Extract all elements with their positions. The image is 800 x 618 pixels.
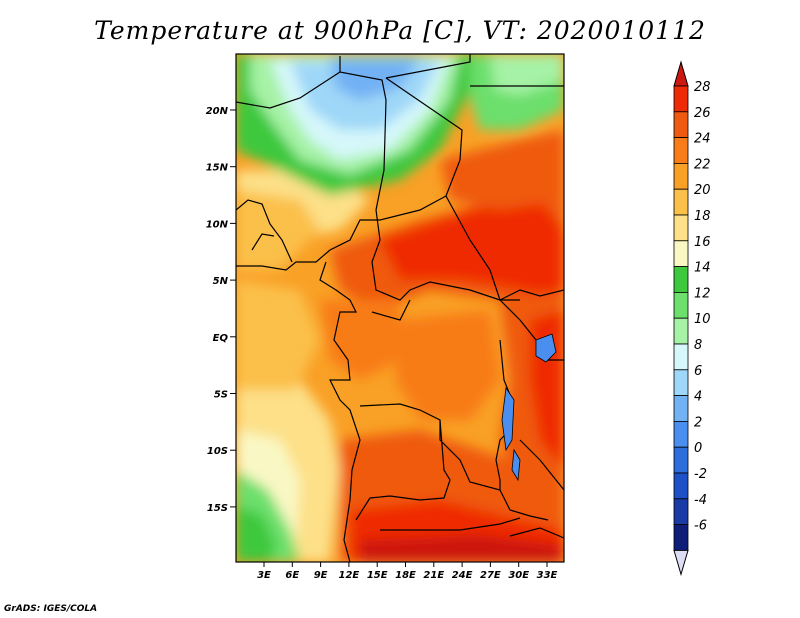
colorbar-swatch (673, 369, 689, 396)
longitude-axis: 3E 6E 9E 12E 15E 18E 21E 24E 27E 30E 33E (257, 562, 558, 581)
colorbar-level-label: -4 (694, 493, 707, 508)
colorbar-top-arrow (673, 60, 689, 87)
colorbar-swatch (673, 266, 689, 293)
lat-tick-label: 5N (213, 276, 229, 287)
grads-credit: GrADS: IGES/COLA (4, 604, 98, 614)
lon-tick-label: 15E (367, 570, 388, 581)
colorbar-level-label: 22 (694, 157, 711, 172)
lon-tick-label: 9E (314, 570, 328, 581)
temperature-field (236, 54, 564, 562)
map-title: Temperature at 900hPa [C], VT: 202001011… (94, 16, 706, 45)
colorbar-swatch (673, 446, 689, 474)
lat-tick-label: 10S (207, 446, 228, 457)
colorbar-swatch (673, 137, 689, 164)
colorbar-swatch (673, 343, 689, 371)
lon-tick-label: 27E (480, 570, 501, 581)
colorbar-swatch (673, 162, 689, 190)
lon-tick-label: 18E (395, 570, 416, 581)
colorbar-level-label: 6 (694, 364, 702, 379)
lat-tick-label: 15S (207, 503, 228, 514)
colorbar-swatch (673, 498, 689, 525)
lon-tick-label: 21E (423, 570, 444, 581)
latitude-axis: 20N 15N 10N 5N EQ 5S 10S 15S (206, 106, 236, 514)
colorbar-level-label: -2 (694, 467, 707, 482)
colorbar-level-label: 16 (694, 235, 711, 250)
lon-tick-label: 33E (537, 570, 558, 581)
lon-tick-label: 6E (285, 570, 299, 581)
colorbar-level-label: 14 (694, 261, 711, 276)
lon-tick-label: 30E (508, 570, 529, 581)
colorbar-bottom-arrow (673, 549, 689, 577)
lat-tick-label: 10N (206, 219, 229, 230)
colorbar-level-label: 24 (694, 132, 711, 147)
colorbar-level-label: 26 (694, 106, 711, 121)
colorbar-swatch (673, 317, 689, 345)
colorbar-swatch (673, 472, 689, 500)
colorbar-level-label: 20 (694, 183, 711, 198)
colorbar-swatch (673, 420, 689, 448)
colorbar-level-label: 2 (694, 415, 702, 430)
lon-tick-label: 3E (257, 570, 271, 581)
lon-tick-label: 12E (339, 570, 360, 581)
colorbar-swatch (673, 85, 689, 113)
colorbar-level-label: 18 (694, 209, 711, 224)
colorbar-swatch (673, 291, 689, 319)
colorbar-swatch (673, 188, 689, 216)
lat-tick-label: 5S (214, 390, 228, 401)
lat-tick-label: 15N (206, 163, 229, 174)
colorbar-level-label: 0 (694, 441, 702, 456)
lon-tick-label: 24E (452, 570, 473, 581)
colorbar-level-label: 12 (694, 286, 711, 301)
lat-tick-label: EQ (213, 333, 229, 344)
colorbar-swatch (673, 111, 689, 139)
colorbar-level-label: 8 (694, 338, 702, 353)
colorbar-swatch (673, 524, 689, 551)
lat-tick-label: 20N (206, 106, 229, 117)
colorbar-level-label: -6 (694, 519, 707, 534)
colorbar-level-label: 10 (694, 312, 711, 327)
map-frame (235, 53, 565, 563)
colorbar-level-label: 4 (694, 390, 702, 405)
colorbar-swatch (673, 240, 689, 268)
colorbar-swatch (673, 214, 689, 242)
colorbar-swatch (673, 395, 689, 422)
colorbar-level-label: 28 (694, 80, 711, 95)
